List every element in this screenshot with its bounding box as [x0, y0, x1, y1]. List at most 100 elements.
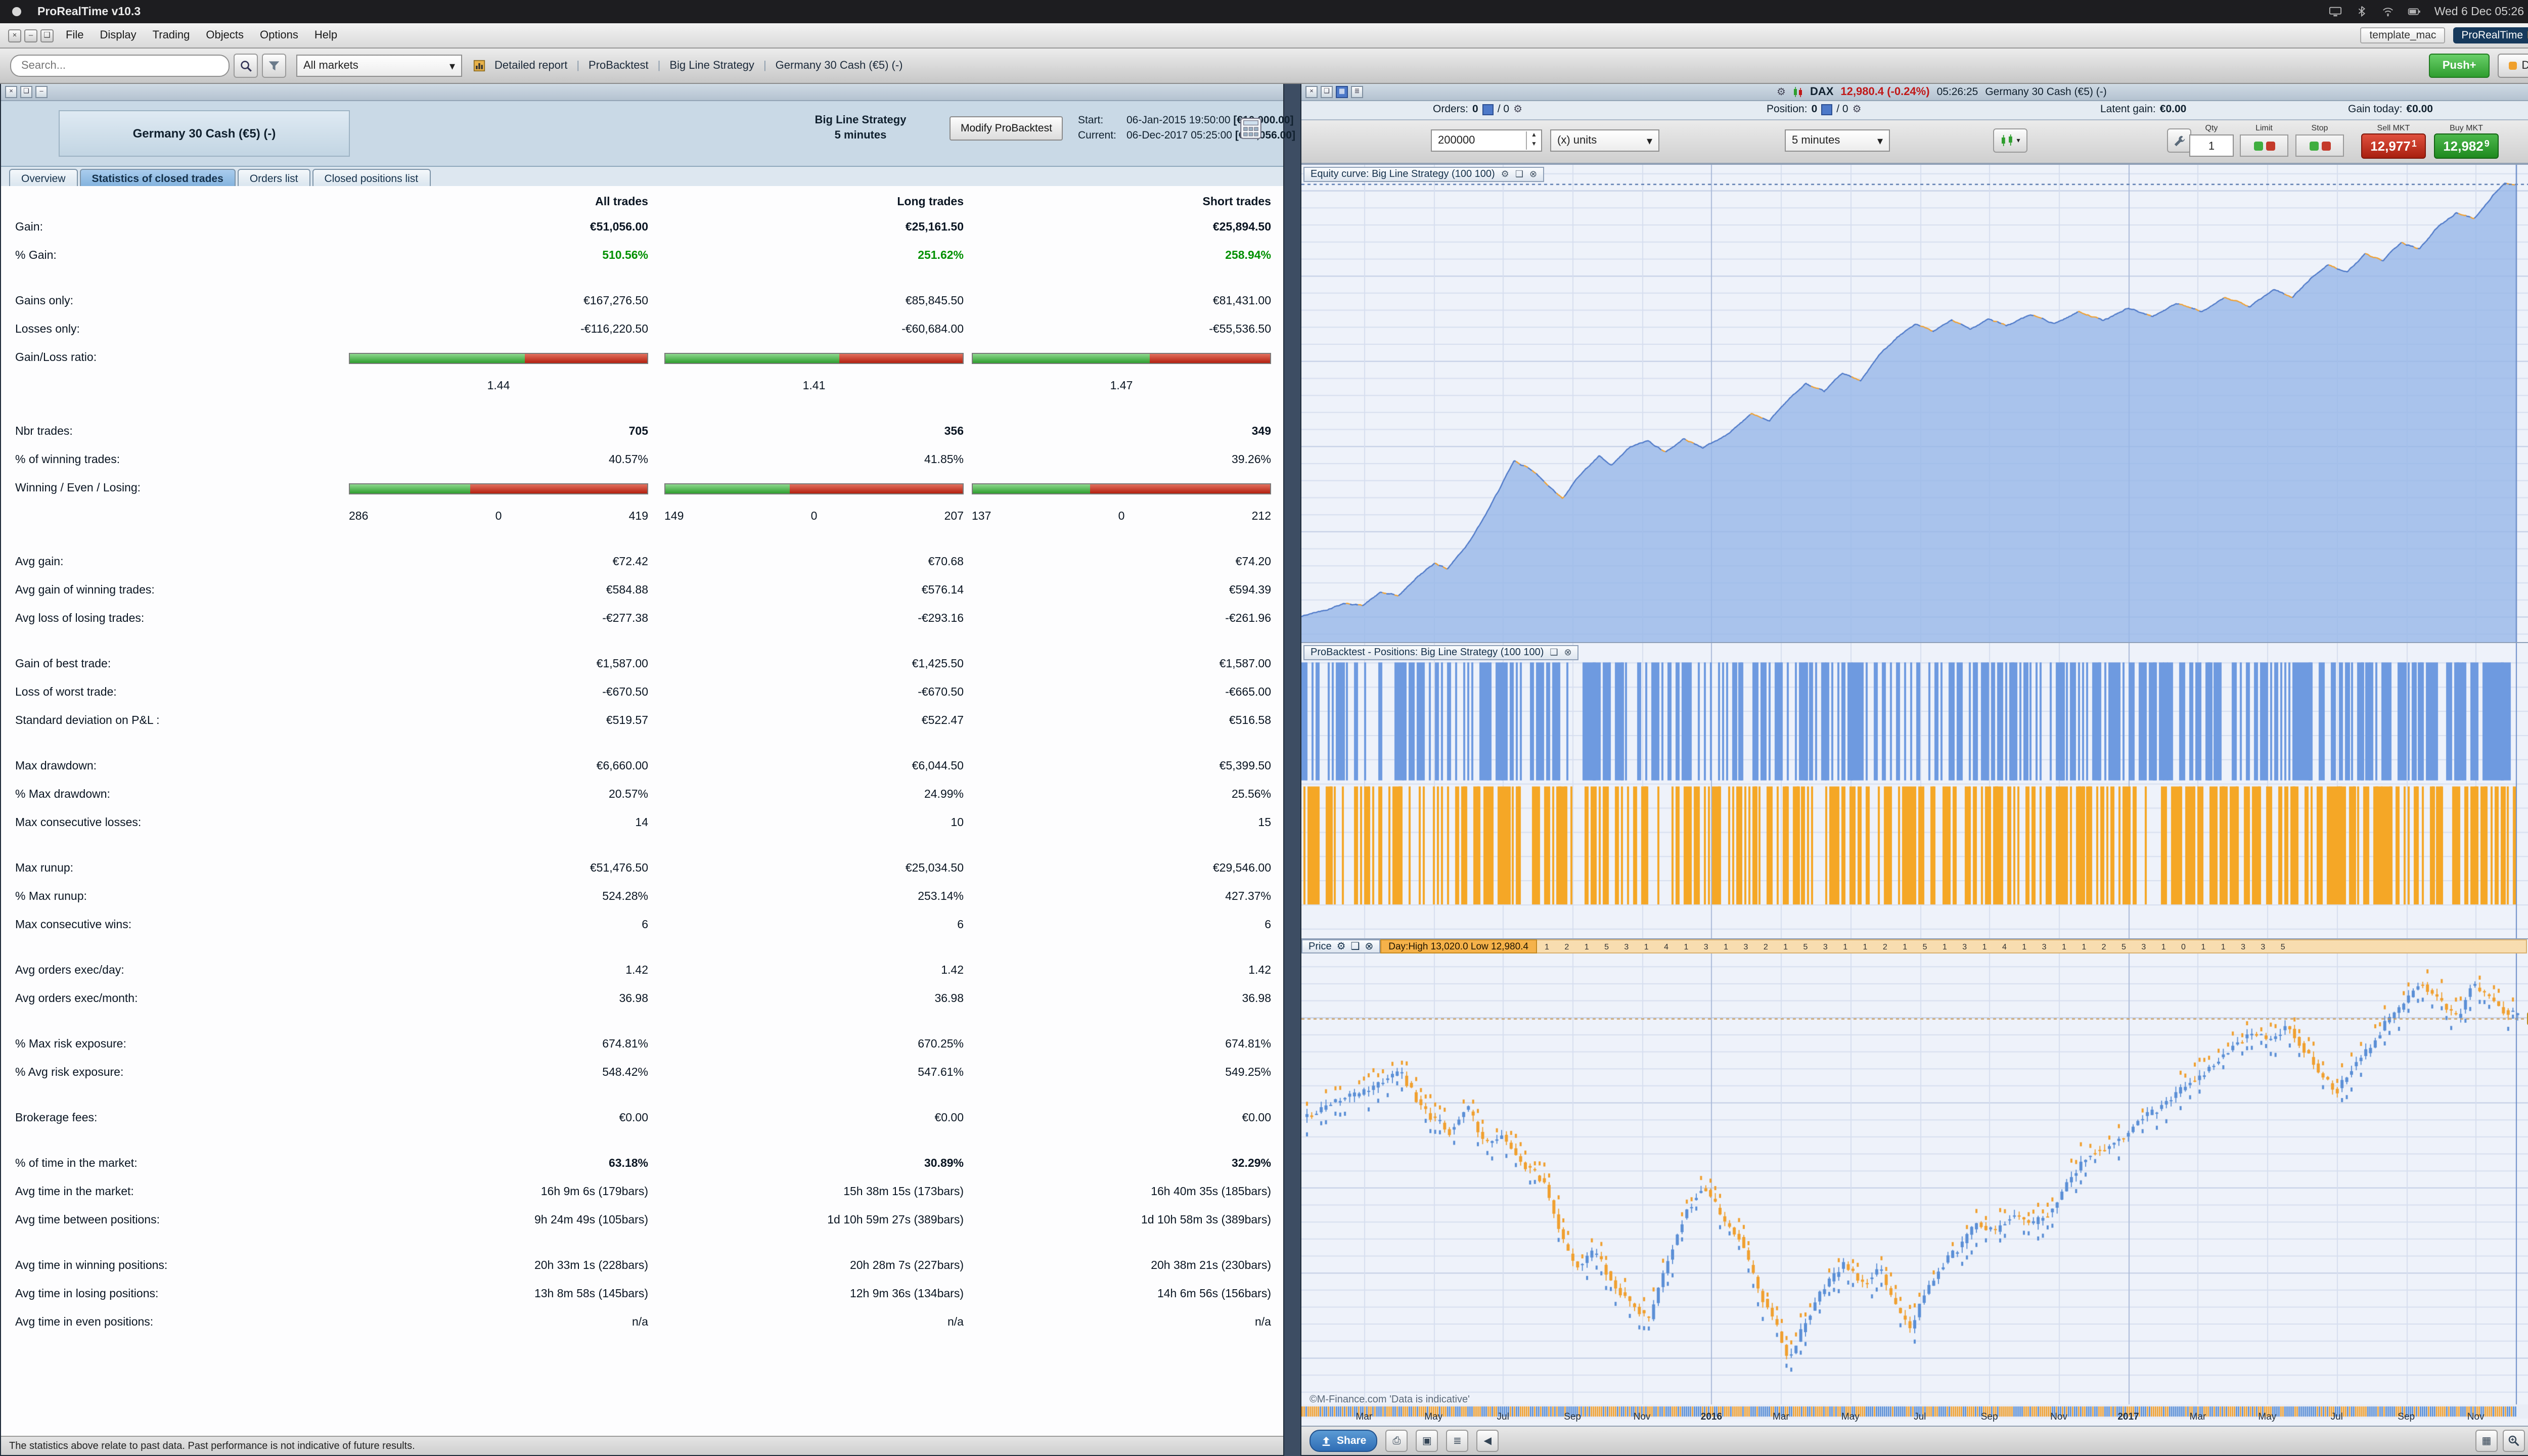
- print-button[interactable]: ⎙: [1385, 1430, 1408, 1452]
- close-icon[interactable]: ×: [8, 29, 21, 42]
- price-chart[interactable]: [1301, 953, 2528, 1419]
- equity-panel-tab[interactable]: Equity curve: Big Line Strategy (100 100…: [1303, 167, 1545, 182]
- buy-stop-icon[interactable]: [2309, 141, 2318, 150]
- x-axis-label: May: [2258, 1412, 2277, 1423]
- tab-overview[interactable]: Overview: [9, 169, 78, 188]
- share-button[interactable]: Share: [1310, 1430, 1378, 1452]
- maximize-icon[interactable]: ❑: [40, 29, 54, 42]
- close-icon[interactable]: ⊗: [1529, 169, 1538, 179]
- close-icon[interactable]: ⊗: [1365, 941, 1374, 952]
- stats-cell: n/a: [632, 1316, 648, 1329]
- dealthru-button[interactable]: DealThru: [2497, 54, 2528, 78]
- detach-window-icon[interactable]: ❑: [1350, 941, 1360, 952]
- orders-icon[interactable]: [1482, 104, 1494, 115]
- report-icon: [473, 60, 485, 72]
- stats-row-label: % Avg risk exposure:: [15, 1067, 124, 1079]
- sell-limit-icon[interactable]: [2266, 141, 2275, 150]
- menu-objects[interactable]: Objects: [206, 29, 244, 41]
- market-filter-select[interactable]: All markets ▾: [296, 55, 462, 77]
- stats-row: Losses only: -€116,220.50 -€60,684.00 -€55,…: [1, 315, 1283, 344]
- apple-menu-icon[interactable]: [12, 7, 21, 16]
- minimize-icon[interactable]: –: [35, 86, 48, 98]
- stats-cell: 1.47: [964, 380, 1271, 392]
- calculator-icon[interactable]: [1240, 117, 1262, 140]
- position-icon[interactable]: [1821, 104, 1833, 115]
- stats-row-label: Avg time in losing positions:: [15, 1288, 159, 1300]
- crumb-instrument[interactable]: Germany 30 Cash (€5) (-): [775, 60, 903, 72]
- stats-cell: 548.42%: [602, 1067, 648, 1079]
- price-panel-tab[interactable]: Price ⚙ ❑ ⊗: [1301, 939, 1381, 953]
- stats-cell: €1,425.50: [912, 658, 964, 670]
- close-icon[interactable]: ×: [1305, 86, 1318, 98]
- stats-row: % of winning trades: 40.57% 41.85% 39.26%: [1, 446, 1283, 474]
- crumb-detailed-report[interactable]: Detailed report: [494, 60, 568, 72]
- filter-button[interactable]: [262, 54, 286, 78]
- menu-file[interactable]: File: [66, 29, 84, 41]
- stepper-arrows-icon[interactable]: ▲ ▼: [1526, 131, 1541, 150]
- wifi-icon[interactable]: [2382, 6, 2395, 17]
- positions-chart[interactable]: [1301, 643, 2528, 938]
- sell-stop-icon[interactable]: [2321, 141, 2330, 150]
- search-input[interactable]: [10, 55, 230, 77]
- timeframe-select[interactable]: 5 minutes ▾: [1785, 129, 1890, 152]
- push-button[interactable]: Push+: [2429, 54, 2490, 78]
- stats-row-label: Avg orders exec/month:: [15, 993, 138, 1005]
- gear-icon[interactable]: ⚙: [1513, 104, 1523, 115]
- detach-window-icon[interactable]: ❑: [1515, 169, 1523, 179]
- limit-order-buttons[interactable]: [2240, 134, 2288, 157]
- stats-row-label: Avg time in the market:: [15, 1186, 134, 1198]
- sell-market-button[interactable]: 12,977 1: [2361, 133, 2426, 159]
- crumb-probacktest[interactable]: ProBacktest: [589, 60, 649, 72]
- quantity-stepper[interactable]: 200000 ▲ ▼: [1431, 129, 1542, 152]
- order-qty-input[interactable]: 1: [2189, 134, 2234, 157]
- grid-toggle-button[interactable]: ▦: [2475, 1430, 2498, 1452]
- gear-icon[interactable]: ⚙: [1777, 86, 1786, 98]
- stats-row: Avg time in the market: 16h 9m 6s (179bar…: [1, 1178, 1283, 1206]
- stats-row-label: Max consecutive losses:: [15, 817, 142, 829]
- template-selector[interactable]: template_mac: [2360, 27, 2446, 43]
- quote-time: 05:26:25: [1936, 86, 1978, 98]
- stats-cell: 1.44: [341, 380, 648, 392]
- modify-probacktest-button[interactable]: Modify ProBacktest: [950, 116, 1063, 141]
- scroll-left-button[interactable]: ◀: [1476, 1430, 1499, 1452]
- detach-window-icon[interactable]: ❑: [1550, 647, 1558, 657]
- tab-closed-positions[interactable]: Closed positions list: [312, 169, 431, 188]
- stats-row: Max runup: €51,476.50 €25,034.50 €29,546.00: [1, 854, 1283, 883]
- snapshot-button[interactable]: ▣: [1416, 1430, 1438, 1452]
- crumb-strategy[interactable]: Big Line Strategy: [669, 60, 754, 72]
- unit-select[interactable]: (x) units ▾: [1550, 129, 1659, 152]
- chart-list-button[interactable]: ≣: [1446, 1430, 1469, 1452]
- stop-order-buttons[interactable]: [2295, 134, 2344, 157]
- menu-options[interactable]: Options: [260, 29, 298, 41]
- menu-help[interactable]: Help: [314, 29, 338, 41]
- menu-display[interactable]: Display: [100, 29, 137, 41]
- table-view-icon[interactable]: ≣: [1351, 86, 1363, 98]
- chart-layout-icon[interactable]: ▦: [1336, 86, 1348, 98]
- stats-group-gap: [1, 1013, 1283, 1030]
- equity-curve-chart[interactable]: [1301, 165, 2528, 642]
- menu-trading[interactable]: Trading: [152, 29, 190, 41]
- tab-statistics[interactable]: Statistics of closed trades: [79, 169, 236, 188]
- stats-bar-cell: [964, 483, 1271, 494]
- zoom-in-button[interactable]: [2503, 1430, 2525, 1452]
- chart-type-button[interactable]: ▾: [1993, 128, 2027, 153]
- search-button[interactable]: [234, 54, 258, 78]
- display-icon[interactable]: [2329, 6, 2342, 17]
- buy-market-button[interactable]: 12,982 9: [2434, 133, 2499, 159]
- buy-limit-icon[interactable]: [2253, 141, 2263, 150]
- gear-icon[interactable]: ⚙: [1852, 104, 1862, 115]
- menubar-clock[interactable]: Wed 6 Dec 05:26: [2434, 6, 2524, 18]
- tab-orders-list[interactable]: Orders list: [237, 169, 310, 188]
- symbol-name[interactable]: DAX: [1810, 86, 1834, 98]
- indicator-settings-button[interactable]: [2167, 128, 2191, 153]
- minimize-icon[interactable]: –: [24, 29, 37, 42]
- wrench-icon[interactable]: ⚙: [1501, 169, 1509, 179]
- close-icon[interactable]: ×: [5, 86, 17, 98]
- wrench-icon[interactable]: ⚙: [1336, 941, 1346, 952]
- bluetooth-icon[interactable]: [2356, 6, 2369, 17]
- close-icon[interactable]: ⊗: [1564, 647, 1572, 657]
- maximize-icon[interactable]: ❑: [20, 86, 32, 98]
- positions-panel-tab[interactable]: ProBacktest - Positions: Big Line Strate…: [1303, 645, 1579, 660]
- candle-mini-icon: [1793, 86, 1802, 97]
- maximize-icon[interactable]: ❑: [1321, 86, 1333, 98]
